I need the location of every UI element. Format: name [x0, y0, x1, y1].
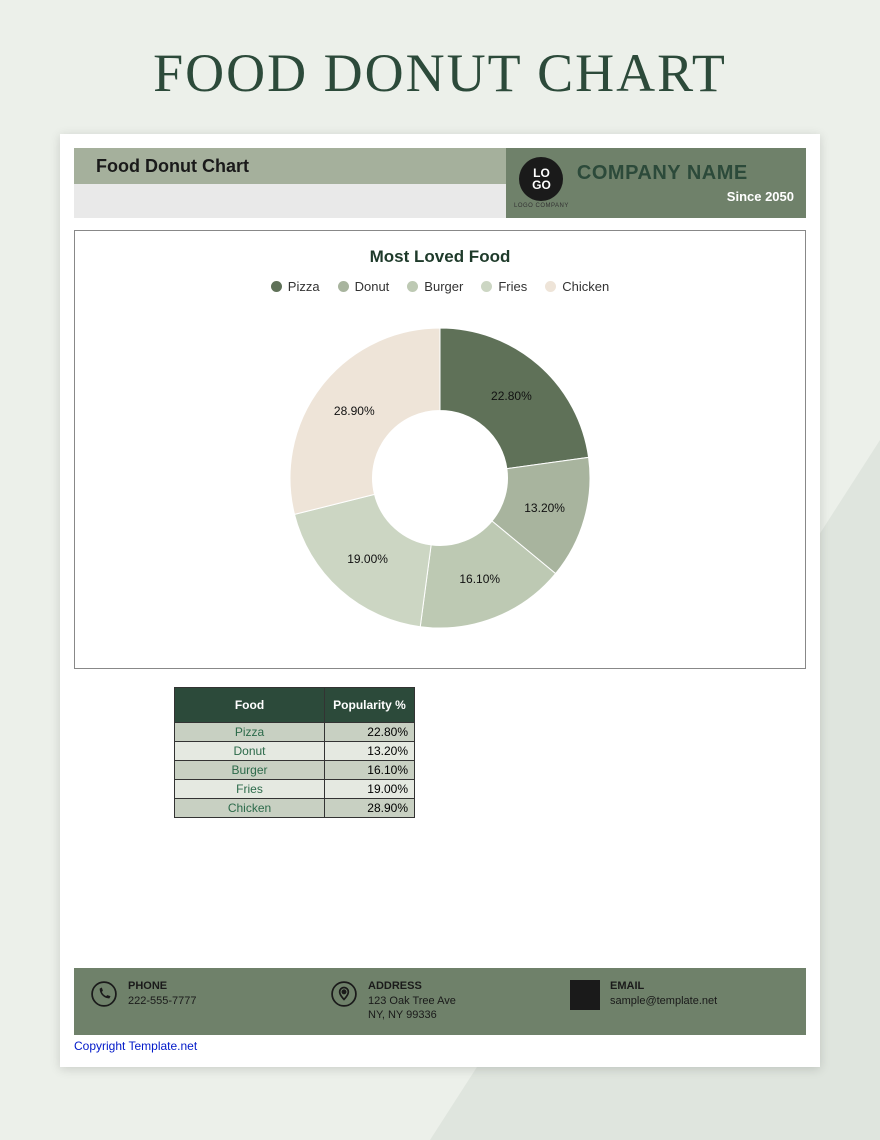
slice-label: 22.80%: [491, 389, 532, 403]
legend-item: Fries: [481, 279, 527, 294]
table-row: Chicken28.90%: [175, 799, 415, 818]
legend-item: Chicken: [545, 279, 609, 294]
email-value: sample@template.net: [610, 994, 717, 1008]
slice-label: 16.10%: [459, 572, 500, 586]
header-bar: Food Donut Chart LO GO LOGO COMPANY COMP…: [74, 148, 806, 218]
table-cell: Pizza: [175, 723, 325, 742]
footer-address: ADDRESS 123 Oak Tree Ave NY, NY 99336: [330, 980, 550, 1023]
donut-slice: [290, 328, 440, 514]
since-text: Since 2050: [577, 189, 806, 204]
phone-label: PHONE: [128, 980, 197, 992]
footer-email: EMAIL sample@template.net: [570, 980, 790, 1023]
table-header: Popularity %: [325, 688, 415, 723]
address-line2: NY, NY 99336: [368, 1008, 456, 1022]
table-cell: 16.10%: [325, 761, 415, 780]
phone-value: 222-555-7777: [128, 994, 197, 1008]
logo-subtext: LOGO COMPANY: [514, 203, 569, 209]
table-row: Pizza22.80%: [175, 723, 415, 742]
header-title: Food Donut Chart: [74, 148, 506, 184]
table-cell: 13.20%: [325, 742, 415, 761]
email-icon: [570, 980, 600, 1010]
legend-item: Donut: [338, 279, 390, 294]
legend-item: Burger: [407, 279, 463, 294]
slice-label: 28.90%: [334, 404, 375, 418]
data-table: FoodPopularity % Pizza22.80%Donut13.20%B…: [174, 687, 415, 818]
company-name: COMPANY NAME: [577, 162, 806, 185]
table-row: Donut13.20%: [175, 742, 415, 761]
table-cell: 22.80%: [325, 723, 415, 742]
table-cell: 28.90%: [325, 799, 415, 818]
footer-bar: PHONE 222-555-7777 ADDRESS 123 Oak Tree …: [74, 968, 806, 1035]
table-cell: Donut: [175, 742, 325, 761]
chart-title: Most Loved Food: [85, 247, 795, 267]
slice-label: 19.00%: [347, 552, 388, 566]
location-icon: [330, 980, 358, 1008]
address-line1: 123 Oak Tree Ave: [368, 994, 456, 1008]
donut-chart: 22.80% 13.20% 16.10% 19.00% 28.90%: [270, 308, 610, 648]
address-label: ADDRESS: [368, 980, 456, 992]
table-row: Fries19.00%: [175, 780, 415, 799]
table-cell: Burger: [175, 761, 325, 780]
chart-legend: Pizza Donut Burger Fries Chicken: [85, 279, 795, 294]
table-row: Burger16.10%: [175, 761, 415, 780]
phone-icon: [90, 980, 118, 1008]
footer-phone: PHONE 222-555-7777: [90, 980, 310, 1023]
table-header: Food: [175, 688, 325, 723]
copyright-link[interactable]: Copyright Template.net: [74, 1039, 806, 1053]
email-label: EMAIL: [610, 980, 717, 992]
document-sheet: Food Donut Chart LO GO LOGO COMPANY COMP…: [60, 134, 820, 1067]
chart-container: Most Loved Food Pizza Donut Burger Fries Chi…: [74, 230, 806, 669]
table-cell: Chicken: [175, 799, 325, 818]
table-cell: 19.00%: [325, 780, 415, 799]
slice-label: 13.20%: [524, 501, 565, 515]
logo-icon: LO GO: [519, 157, 563, 201]
legend-item: Pizza: [271, 279, 320, 294]
table-cell: Fries: [175, 780, 325, 799]
page-title: FOOD DONUT CHART: [0, 0, 880, 134]
